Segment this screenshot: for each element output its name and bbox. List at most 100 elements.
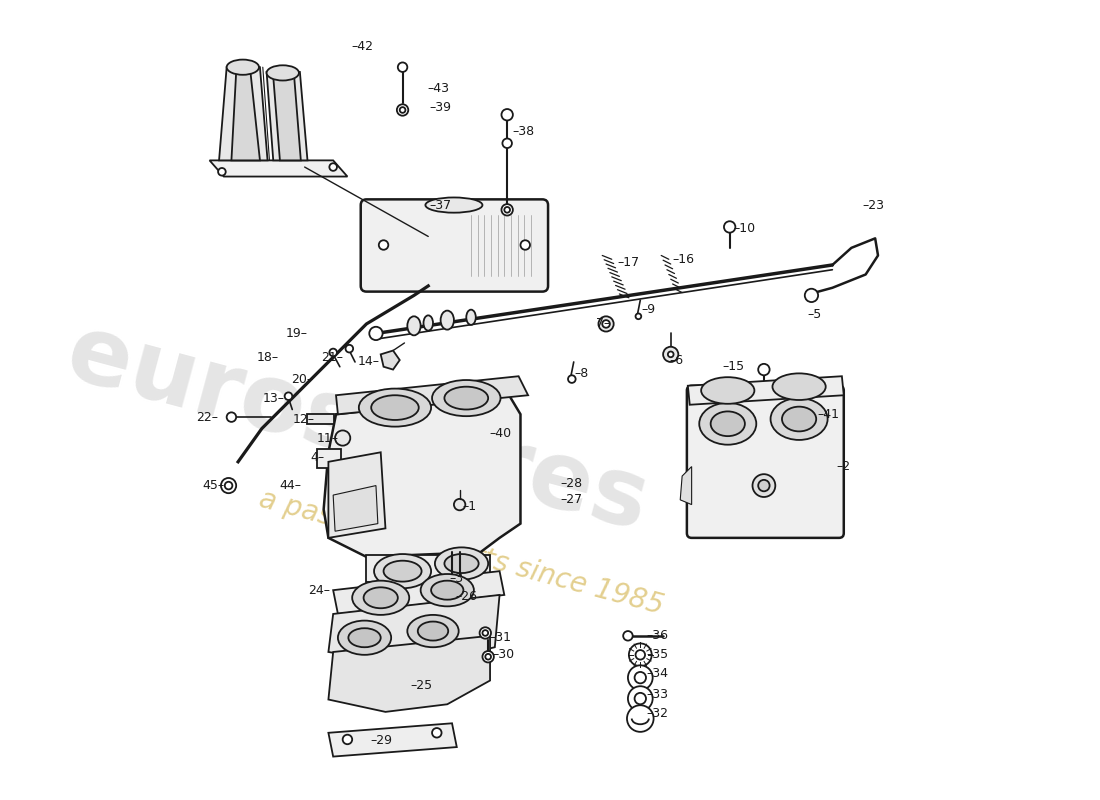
Text: 18–: 18–	[256, 350, 279, 364]
Text: –6: –6	[670, 354, 684, 366]
Ellipse shape	[227, 59, 258, 75]
Circle shape	[504, 207, 510, 213]
Circle shape	[628, 686, 652, 711]
Polygon shape	[381, 350, 399, 370]
Ellipse shape	[359, 389, 431, 426]
Circle shape	[758, 480, 770, 491]
Text: –3: –3	[449, 572, 463, 586]
Polygon shape	[329, 595, 499, 666]
Circle shape	[629, 643, 651, 666]
Text: –33: –33	[646, 688, 668, 702]
Text: 4–: 4–	[310, 450, 324, 463]
Polygon shape	[323, 395, 520, 557]
Text: –2: –2	[836, 460, 850, 473]
Circle shape	[221, 478, 236, 493]
Circle shape	[663, 346, 679, 362]
Polygon shape	[329, 723, 456, 757]
Circle shape	[628, 666, 652, 690]
Circle shape	[635, 693, 646, 704]
Circle shape	[603, 320, 609, 328]
Ellipse shape	[349, 628, 381, 647]
Text: –9: –9	[641, 303, 656, 316]
Ellipse shape	[434, 547, 488, 580]
Polygon shape	[688, 376, 844, 405]
FancyBboxPatch shape	[686, 386, 844, 538]
Ellipse shape	[371, 395, 419, 420]
Text: –36: –36	[646, 630, 668, 642]
Circle shape	[624, 631, 632, 641]
Text: –30: –30	[492, 648, 514, 662]
Text: –35: –35	[646, 648, 668, 662]
Circle shape	[635, 672, 646, 683]
Circle shape	[218, 168, 226, 175]
Text: 20–: 20–	[292, 373, 313, 386]
Circle shape	[329, 349, 337, 356]
Text: –8: –8	[574, 367, 589, 380]
Ellipse shape	[432, 380, 500, 416]
Circle shape	[758, 364, 770, 375]
Circle shape	[752, 474, 776, 497]
Circle shape	[805, 289, 818, 302]
Polygon shape	[680, 466, 692, 505]
Bar	[366, 555, 491, 582]
Circle shape	[724, 222, 736, 233]
Ellipse shape	[444, 386, 488, 410]
Text: –5: –5	[807, 308, 822, 321]
Circle shape	[454, 499, 465, 510]
Ellipse shape	[466, 310, 476, 325]
Ellipse shape	[711, 411, 745, 436]
Circle shape	[432, 728, 441, 738]
Text: –43: –43	[427, 82, 449, 94]
Bar	[308, 414, 334, 424]
Text: –38: –38	[513, 126, 535, 138]
Ellipse shape	[418, 622, 448, 641]
Bar	[317, 450, 341, 469]
Circle shape	[568, 375, 575, 383]
Circle shape	[378, 240, 388, 250]
Ellipse shape	[407, 316, 420, 335]
Polygon shape	[329, 636, 491, 712]
Text: –41: –41	[817, 408, 839, 421]
Ellipse shape	[426, 198, 483, 213]
Ellipse shape	[444, 554, 478, 573]
Polygon shape	[266, 72, 308, 160]
Circle shape	[502, 109, 513, 121]
Circle shape	[485, 654, 491, 659]
Circle shape	[627, 706, 653, 732]
Text: 7–: 7–	[595, 318, 609, 330]
Text: –40: –40	[490, 426, 512, 440]
Circle shape	[483, 651, 494, 662]
Ellipse shape	[352, 581, 409, 615]
Text: –26: –26	[455, 590, 477, 603]
Circle shape	[480, 627, 491, 638]
Circle shape	[668, 351, 673, 358]
Circle shape	[343, 734, 352, 744]
Text: –32: –32	[646, 707, 668, 720]
Text: –1: –1	[462, 500, 476, 513]
Text: –34: –34	[646, 667, 668, 680]
Polygon shape	[231, 72, 260, 160]
Circle shape	[502, 204, 513, 215]
Ellipse shape	[782, 406, 816, 431]
Circle shape	[399, 107, 406, 113]
Circle shape	[285, 392, 293, 400]
Text: 19–: 19–	[286, 327, 308, 340]
Text: eurospares: eurospares	[56, 306, 658, 550]
Circle shape	[227, 412, 236, 422]
Text: –15: –15	[722, 360, 745, 374]
Ellipse shape	[384, 561, 421, 582]
Circle shape	[503, 138, 512, 148]
Text: –25: –25	[410, 678, 432, 692]
FancyBboxPatch shape	[361, 199, 548, 292]
Text: 24–: 24–	[308, 584, 330, 597]
Ellipse shape	[338, 621, 392, 655]
Text: 11–: 11–	[317, 431, 339, 445]
Ellipse shape	[701, 377, 755, 404]
Circle shape	[483, 630, 488, 636]
Text: 14–: 14–	[358, 355, 379, 369]
Circle shape	[451, 586, 461, 595]
Text: –27: –27	[560, 494, 583, 506]
Circle shape	[224, 482, 232, 490]
Text: –42: –42	[351, 40, 373, 53]
Circle shape	[370, 326, 383, 340]
